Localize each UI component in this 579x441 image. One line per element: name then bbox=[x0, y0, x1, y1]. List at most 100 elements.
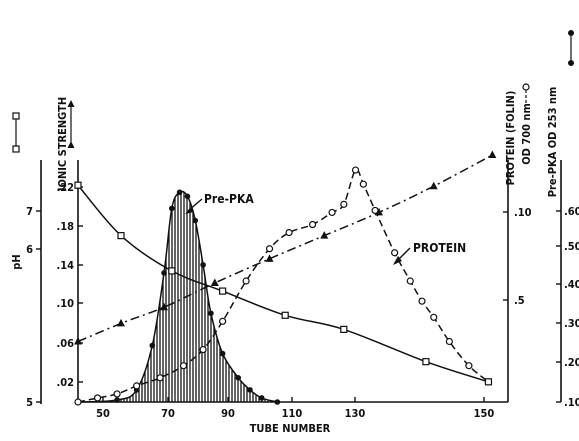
protein-point bbox=[285, 229, 293, 237]
x-tick-label: 70 bbox=[161, 407, 175, 420]
pre-pka-point bbox=[169, 205, 175, 212]
prepka-tick-label: .60 bbox=[564, 205, 579, 218]
protein-series-line bbox=[77, 168, 489, 403]
pre-pka-point bbox=[114, 397, 120, 403]
ionic-strength-point bbox=[375, 207, 383, 216]
ionic-strength-series-line bbox=[77, 154, 493, 343]
x-tick-label: 130 bbox=[345, 407, 366, 420]
protein-point bbox=[359, 180, 367, 188]
ph-point bbox=[168, 267, 176, 275]
pre-pka-point bbox=[192, 217, 199, 224]
ph-point bbox=[281, 311, 289, 319]
protein-tick-label: .5 bbox=[514, 294, 525, 307]
protein-point bbox=[156, 374, 164, 382]
prepka-axis-label: Pre-PKA OD 253 nm bbox=[546, 87, 559, 198]
protein-point bbox=[340, 200, 348, 208]
protein-point bbox=[406, 277, 414, 285]
pre-pka-point bbox=[176, 189, 183, 196]
protein-axis-label-2: OD 700 nm bbox=[520, 103, 533, 165]
protein-point bbox=[328, 208, 336, 217]
ph-point bbox=[117, 232, 125, 240]
ionic-strength-tick-labels: .02 .06 .10 .14 .18 .22 bbox=[56, 181, 74, 389]
ionic-strength-tick-label: .18 bbox=[56, 220, 74, 233]
protein-point bbox=[74, 398, 82, 406]
ionic-strength-point bbox=[210, 278, 219, 287]
protein-point bbox=[265, 245, 274, 253]
protein-arrow bbox=[393, 247, 411, 265]
x-tick-label: 110 bbox=[282, 407, 303, 420]
ph-series-line bbox=[77, 184, 489, 383]
pre-pka-point bbox=[274, 399, 281, 405]
x-tick-label: 50 bbox=[96, 407, 110, 420]
protein-point bbox=[179, 362, 188, 370]
protein-point bbox=[430, 313, 438, 321]
protein-point bbox=[351, 166, 360, 174]
ph-axis-label: pH bbox=[10, 254, 23, 269]
prepka-tick-label: .20 bbox=[564, 356, 579, 369]
ph-legend-key bbox=[12, 112, 20, 153]
pre-pka-point bbox=[258, 395, 265, 401]
ph-point bbox=[340, 325, 348, 333]
prepka-tick-label: .30 bbox=[564, 317, 579, 330]
ionic-strength-tick-label: .02 bbox=[56, 376, 74, 389]
ionic-strength-point bbox=[320, 231, 329, 239]
x-tick-label: 90 bbox=[221, 407, 235, 420]
ionic-strength-point bbox=[488, 150, 497, 158]
ionic-strength-point bbox=[160, 302, 168, 311]
ionic-strength-point bbox=[265, 254, 274, 262]
pre-pka-point bbox=[161, 270, 167, 276]
ionic-strength-tick-label: .10 bbox=[56, 297, 74, 310]
pre-pka-point bbox=[184, 193, 191, 200]
ionic-strength-legend-key bbox=[67, 100, 75, 148]
prepka-arrow bbox=[185, 198, 203, 214]
ionic-strength-tick-label: .14 bbox=[56, 259, 74, 272]
protein-tick-labels: .5 .10 bbox=[514, 206, 532, 307]
protein-annotation: PROTEIN bbox=[413, 241, 466, 255]
protein-point bbox=[199, 345, 207, 354]
protein-axis-label: PROTEIN (FOLIN) bbox=[504, 91, 517, 186]
prepka-tick-label: .50 bbox=[564, 240, 579, 253]
prepka-annotation: Pre-PKA bbox=[204, 192, 254, 206]
x-tick-label: 150 bbox=[474, 407, 495, 420]
ionic-strength-point bbox=[74, 337, 82, 345]
protein-point bbox=[242, 277, 250, 285]
tick-marks bbox=[36, 186, 561, 403]
ph-point bbox=[484, 378, 493, 386]
ionic-strength-point bbox=[429, 181, 438, 190]
pre-pka-point bbox=[149, 342, 156, 349]
pre-pka-point bbox=[219, 350, 226, 357]
ph-point bbox=[422, 358, 430, 366]
protein-tick-label: .10 bbox=[514, 206, 532, 219]
ionic-strength-axis-label: IONIC STRENGTH bbox=[56, 97, 69, 191]
protein-point bbox=[308, 220, 317, 229]
pre-pka-series-line bbox=[77, 190, 278, 403]
protein-point bbox=[391, 249, 399, 257]
ionic-strength-point bbox=[117, 318, 125, 327]
ph-tick-label: 7 bbox=[26, 205, 33, 218]
prepka-tick-label: .10 bbox=[564, 396, 579, 409]
protein-point bbox=[445, 337, 453, 346]
pre-pka-shaded-area bbox=[78, 191, 278, 402]
ionic-strength-tick-label: .22 bbox=[56, 181, 74, 194]
ionic-strength-tick-label: .06 bbox=[56, 337, 74, 350]
protein-point bbox=[465, 362, 473, 370]
prepka-legend-key bbox=[568, 30, 574, 66]
protein-point bbox=[113, 390, 121, 398]
ph-tick-label: 5 bbox=[26, 396, 33, 409]
ph-tick-labels: 5 6 7 bbox=[26, 205, 33, 409]
ph-tick-label: 6 bbox=[26, 243, 33, 256]
ph-point bbox=[74, 181, 82, 189]
pre-pka-point bbox=[208, 310, 214, 317]
plot-area bbox=[74, 150, 497, 406]
prepka-tick-labels: .10 .20 .30 .40 .50 .60 bbox=[564, 205, 579, 409]
x-tick-labels: 50 70 90 110 130 150 bbox=[96, 407, 494, 420]
x-axis-label: TUBE NUMBER bbox=[250, 422, 331, 435]
pre-pka-point bbox=[247, 387, 253, 393]
protein-point bbox=[133, 382, 141, 390]
prepka-tick-label: .40 bbox=[564, 278, 579, 291]
pre-pka-point bbox=[200, 262, 206, 268]
protein-point bbox=[93, 394, 102, 402]
pre-pka-point bbox=[235, 375, 242, 381]
protein-point bbox=[418, 297, 426, 305]
protein-point bbox=[219, 317, 227, 325]
